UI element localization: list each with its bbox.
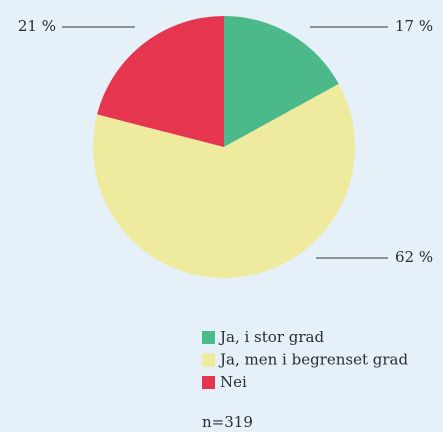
pie-slice	[224, 16, 339, 147]
value-label: 62 %	[395, 248, 433, 266]
legend-swatch	[202, 331, 215, 344]
pie-slice	[97, 16, 224, 147]
value-label: 17 %	[395, 17, 433, 35]
legend-label: Nei	[220, 373, 247, 391]
legend-label: Ja, i stor grad	[218, 328, 324, 346]
legend-swatch	[202, 353, 215, 367]
sample-note: n=319	[202, 413, 253, 431]
pie-slice	[93, 83, 356, 278]
legend-swatch	[202, 376, 215, 389]
value-label: 21 %	[18, 17, 56, 35]
legend-label: Ja, men i begrenset grad	[218, 351, 408, 369]
